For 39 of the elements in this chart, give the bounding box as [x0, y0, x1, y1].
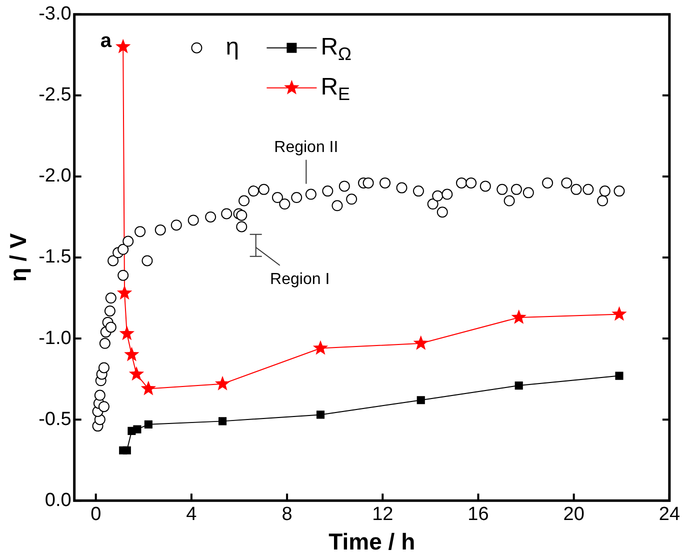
- annotation: a: [100, 30, 112, 52]
- y-tick-label: -1.5: [38, 246, 72, 268]
- point: [133, 425, 142, 434]
- point: [615, 372, 624, 380]
- x-tick-label: 24: [658, 504, 680, 526]
- x-tick-label: 0: [90, 504, 102, 526]
- point: [511, 309, 526, 324]
- x-tick-label: 20: [563, 504, 584, 526]
- point: [144, 420, 152, 428]
- point: [413, 335, 428, 350]
- point: [416, 396, 425, 404]
- legend-label: η: [226, 33, 240, 60]
- y-tick-label: 0.0: [44, 490, 72, 511]
- x-tick-label: 4: [186, 504, 198, 526]
- point: [214, 376, 230, 390]
- point: [312, 340, 328, 355]
- point: [124, 346, 140, 362]
- point: [128, 366, 144, 381]
- point: [119, 326, 135, 340]
- y-tick-label: -2.0: [38, 166, 72, 187]
- x-tick-label: 8: [282, 504, 292, 526]
- point: [122, 446, 131, 454]
- x-tick-label: 16: [468, 504, 489, 526]
- point: [218, 417, 227, 426]
- point: [140, 380, 156, 396]
- point: [116, 285, 132, 300]
- x-axis-title: Time / h: [328, 528, 416, 555]
- y-tick-label: -3.0: [38, 4, 72, 25]
- y-axis-title: η / V: [5, 232, 32, 282]
- point: [514, 381, 523, 390]
- y-tick-label: -0.5: [38, 408, 72, 430]
- annotation: Region I: [270, 270, 330, 288]
- annotation: Region II: [274, 139, 338, 156]
- y-tick-label: -1.0: [38, 328, 72, 349]
- point: [612, 306, 627, 321]
- x-tick-label: 12: [372, 504, 394, 526]
- point: [115, 38, 131, 54]
- point: [316, 410, 325, 419]
- y-tick-label: -2.5: [38, 84, 72, 106]
